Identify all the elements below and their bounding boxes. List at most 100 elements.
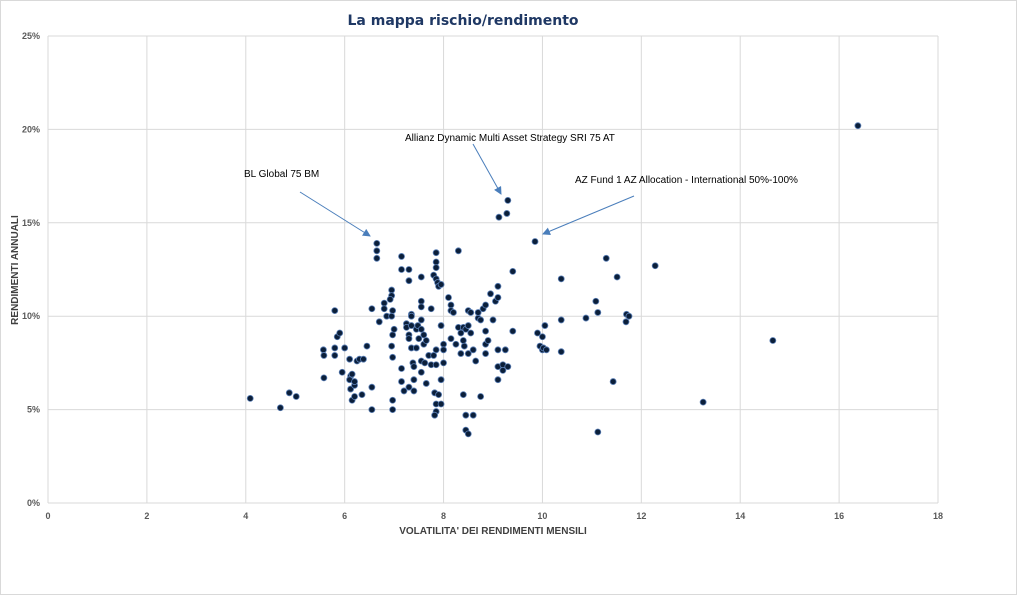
data-point: [464, 350, 472, 357]
data-point: [405, 335, 413, 343]
data-point: [594, 309, 602, 316]
data-point: [358, 391, 366, 399]
data-point: [474, 309, 482, 316]
data-point: [389, 331, 397, 339]
data-point: [504, 363, 512, 371]
data-point: [437, 400, 445, 408]
data-point: [435, 391, 443, 399]
data-point: [467, 329, 475, 337]
data-point: [462, 411, 470, 419]
data-point: [417, 368, 425, 376]
data-point: [375, 318, 383, 326]
data-point: [351, 378, 358, 385]
data-point: [477, 316, 485, 324]
data-point: [440, 359, 447, 367]
data-point: [503, 210, 511, 217]
annotation-arrow: [542, 195, 635, 235]
data-point: [557, 348, 565, 356]
data-point: [541, 322, 549, 329]
data-point: [539, 333, 546, 341]
x-tick-label: 10: [537, 511, 547, 521]
data-point: [421, 359, 429, 367]
data-point: [400, 387, 408, 395]
data-point: [410, 376, 418, 384]
data-point: [368, 406, 376, 414]
data-point: [422, 380, 430, 387]
data-point: [557, 275, 565, 283]
data-point: [363, 342, 371, 350]
data-point: [592, 297, 600, 305]
x-tick-label: 16: [834, 511, 844, 521]
data-point: [432, 264, 440, 272]
data-point: [531, 238, 539, 245]
data-point: [464, 430, 472, 438]
gridlines: [47, 35, 939, 504]
data-point: [368, 305, 376, 313]
data-point: [432, 361, 440, 369]
data-point: [348, 370, 356, 378]
data-point: [320, 346, 327, 354]
data-point: [534, 329, 541, 337]
data-point: [460, 342, 468, 350]
data-point: [398, 253, 405, 260]
x-tick-label: 4: [243, 511, 248, 521]
y-tick-label: 25%: [22, 31, 40, 41]
data-point: [482, 301, 489, 309]
data-point: [445, 294, 452, 301]
data-point: [482, 327, 489, 335]
x-tick-label: 14: [735, 511, 745, 521]
data-point: [450, 309, 457, 316]
data-point: [417, 303, 425, 311]
data-point: [457, 329, 465, 337]
data-point: [457, 350, 465, 357]
data-point: [331, 307, 339, 314]
data-point: [447, 335, 455, 343]
data-point: [368, 383, 376, 391]
data-point: [469, 411, 477, 419]
data-point: [437, 322, 445, 329]
data-point: [582, 314, 590, 322]
data-point: [386, 295, 394, 303]
x-tick-label: 2: [144, 511, 149, 521]
data-point: [509, 327, 517, 335]
data-point: [380, 305, 388, 313]
data-point: [412, 344, 420, 352]
data-point: [422, 337, 430, 344]
data-point: [625, 312, 633, 320]
data-point: [420, 331, 428, 339]
data-point: [494, 376, 502, 384]
data-point: [417, 325, 425, 333]
data-point: [557, 316, 565, 324]
data-point: [509, 267, 517, 275]
data-point: [494, 294, 502, 301]
y-axis-title: RENDIMENTI ANNUALI: [10, 215, 21, 325]
data-point: [464, 322, 472, 329]
data-point: [380, 299, 388, 307]
data-point: [495, 213, 503, 221]
data-point: [487, 290, 494, 298]
data-point: [320, 352, 328, 359]
annotation-az-fund: AZ Fund 1 AZ Allocation - International …: [575, 175, 798, 186]
data-point: [651, 262, 659, 270]
data-point: [484, 337, 492, 344]
data-point: [494, 282, 502, 290]
data-point: [622, 318, 630, 326]
data-point: [501, 346, 509, 354]
y-tick-label: 20%: [22, 124, 40, 134]
annotation-arrow: [472, 143, 502, 195]
data-point: [447, 301, 455, 309]
data-point: [609, 378, 617, 385]
x-tick-label: 6: [342, 511, 347, 521]
data-point: [417, 297, 425, 305]
y-tick-label: 10%: [22, 311, 40, 321]
data-point: [699, 398, 707, 406]
data-point: [477, 393, 485, 400]
y-tick-label: 5%: [27, 405, 40, 415]
data-point: [276, 404, 284, 412]
data-point: [410, 387, 418, 395]
annotation-arrow: [299, 191, 371, 237]
data-point: [285, 389, 293, 397]
data-point: [467, 309, 475, 316]
x-tick-labels: 0 2 4 6 8 10 12 14 16 18: [45, 511, 943, 521]
